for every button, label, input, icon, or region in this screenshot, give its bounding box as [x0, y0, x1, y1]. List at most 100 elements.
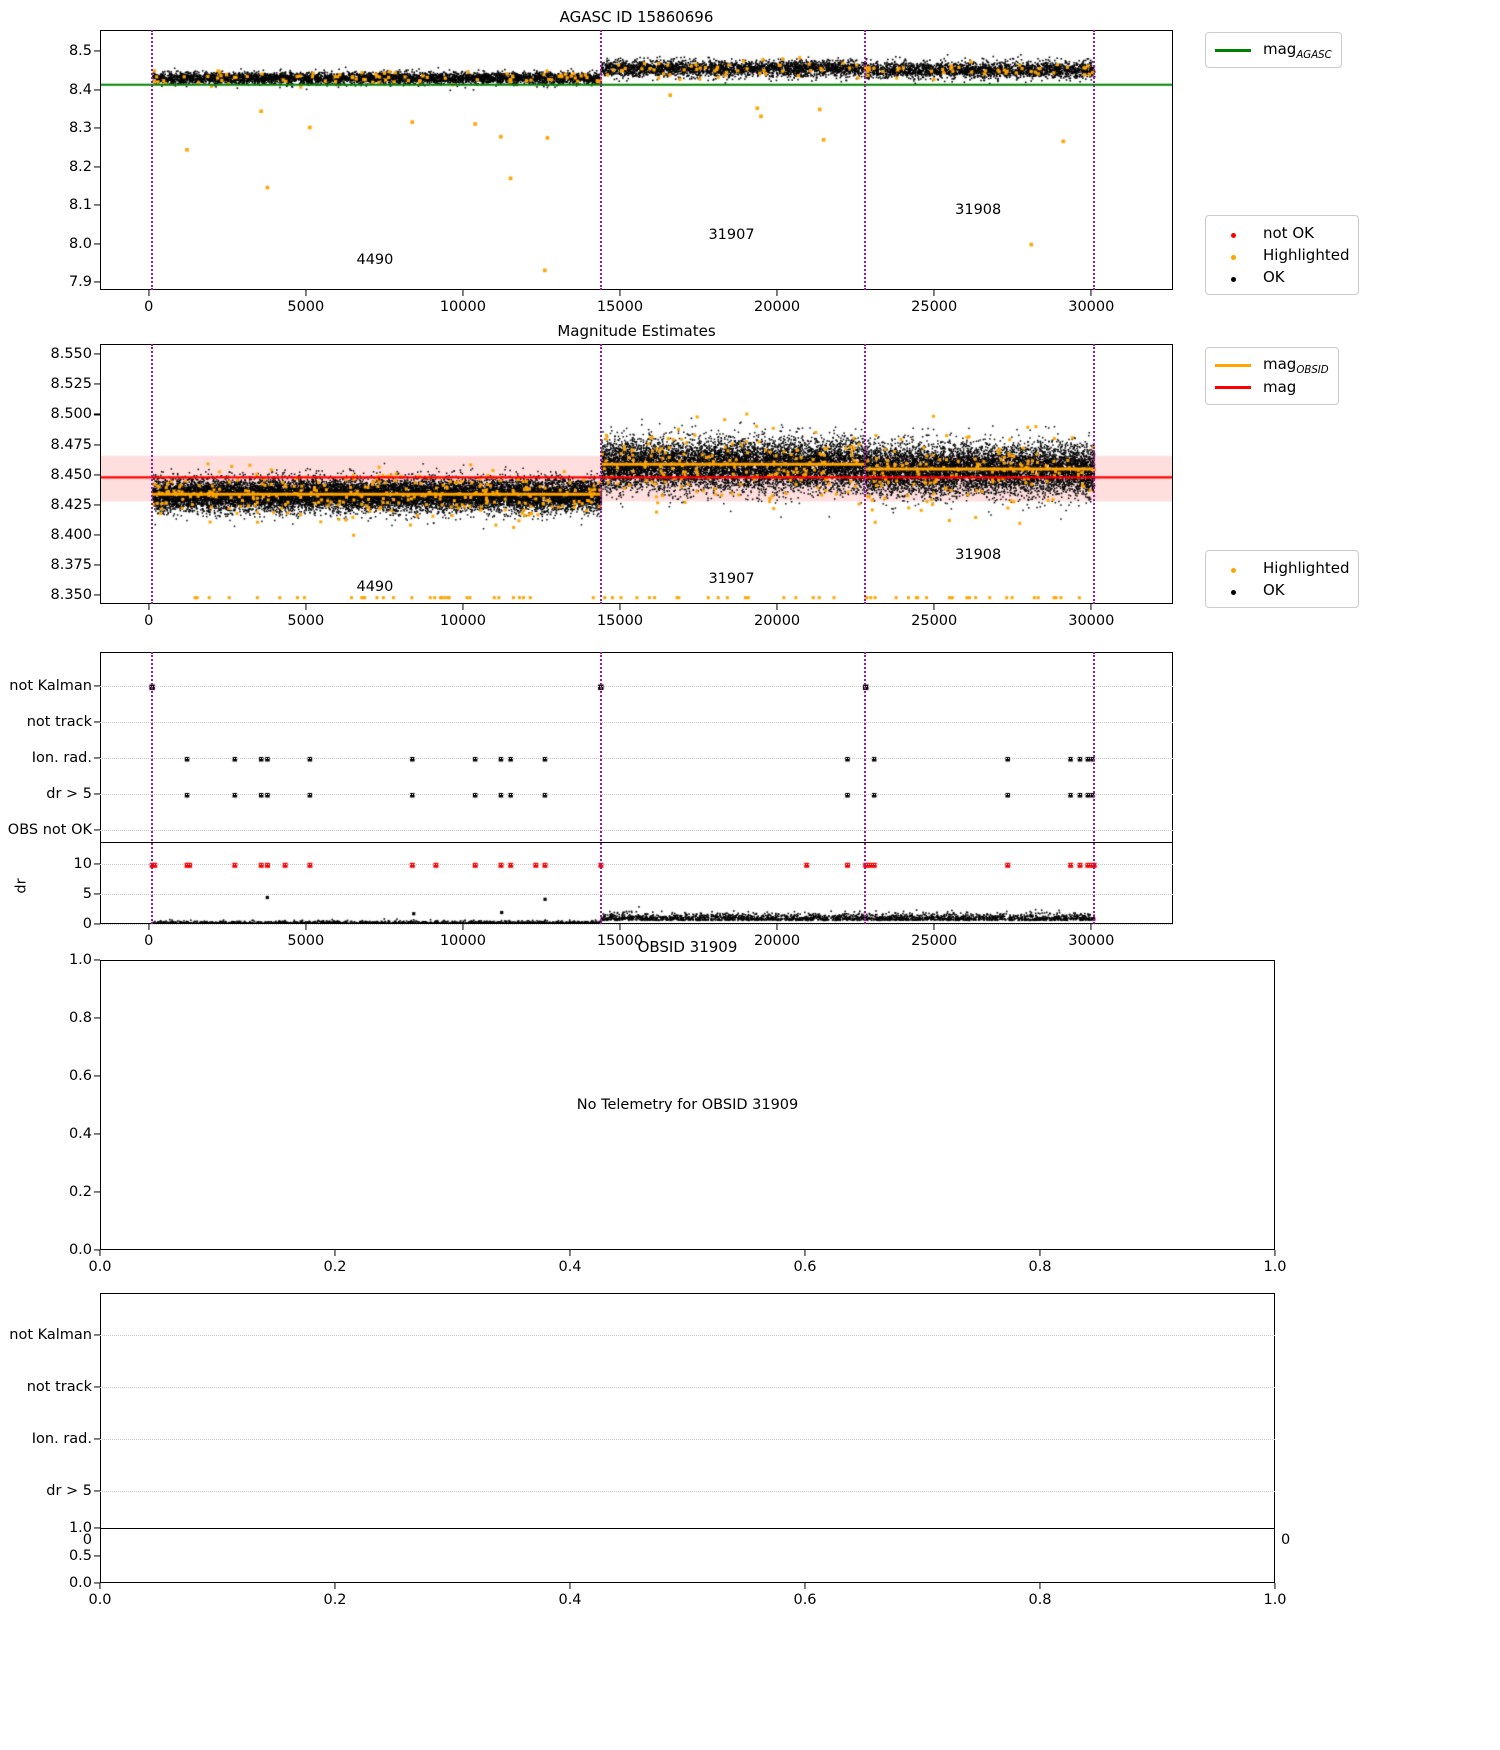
panel-2-ytick-mark	[94, 353, 100, 355]
panel-2-axes	[100, 344, 1173, 604]
panel-3-flag-label: not Kalman	[9, 678, 92, 694]
panel-4-xtick-mark	[334, 1250, 336, 1256]
panel-3-dr-tick-label: 0	[82, 916, 92, 932]
panel-3-obsid-divider	[150, 652, 153, 924]
panel-5-flag-label: not track	[26, 1379, 92, 1395]
panel-5-xtick-mark	[804, 1583, 806, 1589]
panel-1-ytick-label: 8.2	[68, 158, 92, 175]
panel-3-xtick-label: 20000	[754, 933, 801, 949]
panel-1-ytick-label: 8.4	[68, 81, 92, 98]
panel-3-flag-label: Ion. rad.	[31, 750, 92, 766]
panel-2-ytick-mark	[94, 504, 100, 506]
panel-2-xtick-mark	[776, 604, 778, 610]
panel-1-ytick-mark	[94, 281, 100, 283]
legend-line-swatch	[1215, 385, 1251, 389]
panel-2-ytick-mark	[94, 594, 100, 596]
panel-1-obsid-label: 31908	[955, 202, 1002, 219]
panel-2-obsid-label: 31908	[955, 546, 1002, 563]
legend-dot-swatch	[1215, 268, 1251, 286]
panel-2-ytick-mark	[94, 564, 100, 566]
panel-1-xtick-label: 30000	[1068, 299, 1115, 315]
panel-1-ytick-mark	[94, 50, 100, 52]
panel-1-ytick-mark	[94, 204, 100, 206]
panel-5-xtick-label: 0.4	[558, 1592, 582, 1608]
panel-2-xtick-label: 20000	[754, 613, 801, 629]
legend-label-subscript: AGASC	[1296, 49, 1332, 61]
panel-3-dr-gridline	[100, 864, 1173, 865]
panel-1-obsid-divider	[864, 30, 867, 290]
legend-line-swatch	[1215, 48, 1251, 52]
legend-label: Highlighted	[1263, 559, 1350, 577]
panel-2-ytick-mark	[94, 413, 100, 415]
panel-1-title: AGASC ID 15860696	[559, 8, 714, 26]
panel-2-ytick-label: 8.450	[50, 466, 92, 483]
legend-entry: Highlighted	[1215, 557, 1349, 579]
panel-3-flag-label: OBS not OK	[7, 822, 92, 838]
panel-4-xtick-mark	[99, 1250, 101, 1256]
panel-2-obsid-label: 31907	[708, 570, 755, 587]
panel-5-xtick-mark	[334, 1583, 336, 1589]
panel-3-flag-gridline	[100, 722, 1173, 723]
panel-4-ytick-mark	[94, 1133, 100, 1135]
panel-1-ytick-mark	[94, 243, 100, 245]
panel-5-flag-gridline	[100, 1439, 1275, 1440]
panel-3-dr-tick-mark	[94, 923, 100, 925]
panel-3-flag-gridline	[100, 686, 1173, 687]
panel-2-xtick-label: 10000	[439, 613, 486, 629]
panel-2-ytick-label: 8.400	[50, 526, 92, 543]
panel-2-obsid-divider	[864, 344, 867, 604]
panel-4-xtick-mark	[1274, 1250, 1276, 1256]
panel-3-flag-gridline	[100, 758, 1173, 759]
no-telemetry-message: No Telemetry for OBSID 31909	[576, 1097, 799, 1113]
panel-3-obsid-divider	[864, 652, 867, 924]
panel-4-ytick-label: 0.6	[68, 1068, 92, 1084]
panel-3-flag-tick-mark	[94, 829, 100, 831]
panel-1-obsid-divider	[1092, 30, 1095, 290]
panel-1-ytick-mark	[94, 127, 100, 129]
panel-5-xtick-label: 1.0	[1263, 1592, 1287, 1608]
panel-4-xtick-label: 0.0	[88, 1259, 112, 1275]
panel-5-flag-label: dr > 5	[46, 1483, 92, 1499]
panel-5-sub-tick-mark	[94, 1554, 100, 1557]
panel-4-xtick-mark	[1039, 1250, 1041, 1256]
panel-5-flag-label: Ion. rad.	[31, 1431, 92, 1447]
panel-1-ytick-mark	[94, 166, 100, 168]
legend-label-subscript: OBSID	[1296, 364, 1329, 376]
panel-1-xtick-label: 10000	[439, 299, 486, 315]
legend-dot-swatch	[1215, 246, 1251, 264]
panel-1-xtick-mark	[619, 290, 621, 296]
panel-3-dr-tick-mark	[94, 863, 100, 865]
legend-label: magAGASC	[1263, 39, 1332, 61]
panel-2-ytick-label: 8.475	[50, 436, 92, 453]
panel-1-ytick-label: 8.3	[68, 120, 92, 137]
panel-3-dr-tick-mark	[94, 893, 100, 895]
panel-5-xtick-label: 0.0	[88, 1592, 112, 1608]
legend-label: Highlighted	[1263, 246, 1350, 264]
legend-label: OK	[1263, 268, 1285, 286]
legend-mag-lines: magOBSID mag	[1205, 347, 1339, 405]
panel-1-xtick-label: 20000	[754, 299, 801, 315]
panel-5-xtick-label: 0.2	[323, 1592, 347, 1608]
panel-3-xtick-label: 25000	[911, 933, 958, 949]
panel-3-dr-tick-label: 5	[82, 886, 92, 902]
panel-2-xtick-label: 30000	[1068, 613, 1115, 629]
panel-2-ytick-label: 8.550	[50, 346, 92, 363]
panel-2-obsid-divider	[150, 344, 153, 604]
panel-3-flag-label: not track	[26, 714, 92, 730]
panel-4-ytick-mark	[94, 1075, 100, 1077]
panel-3-flags-axes	[100, 652, 1173, 924]
panel-4-ytick-label: 0.4	[68, 1126, 92, 1142]
legend-label: magOBSID	[1263, 354, 1329, 376]
panel-3-dr-gridline	[100, 894, 1173, 895]
panel-5-flag-tick-mark	[94, 1490, 100, 1492]
legend-points-2: Highlighted OK	[1205, 550, 1360, 608]
panel-2-xtick-mark	[1090, 604, 1092, 610]
panel-2-xtick-mark	[619, 604, 621, 610]
panel-1-ytick-label: 8.0	[68, 235, 92, 252]
panel-1-xtick-label: 5000	[287, 299, 325, 315]
legend-label: mag	[1263, 378, 1297, 396]
panel-2-obsid-label: 4490	[356, 579, 394, 596]
panel-4-xtick-mark	[569, 1250, 571, 1256]
panel-5-sub-tick-mark	[94, 1582, 100, 1584]
panel-1-xtick-mark	[776, 290, 778, 296]
